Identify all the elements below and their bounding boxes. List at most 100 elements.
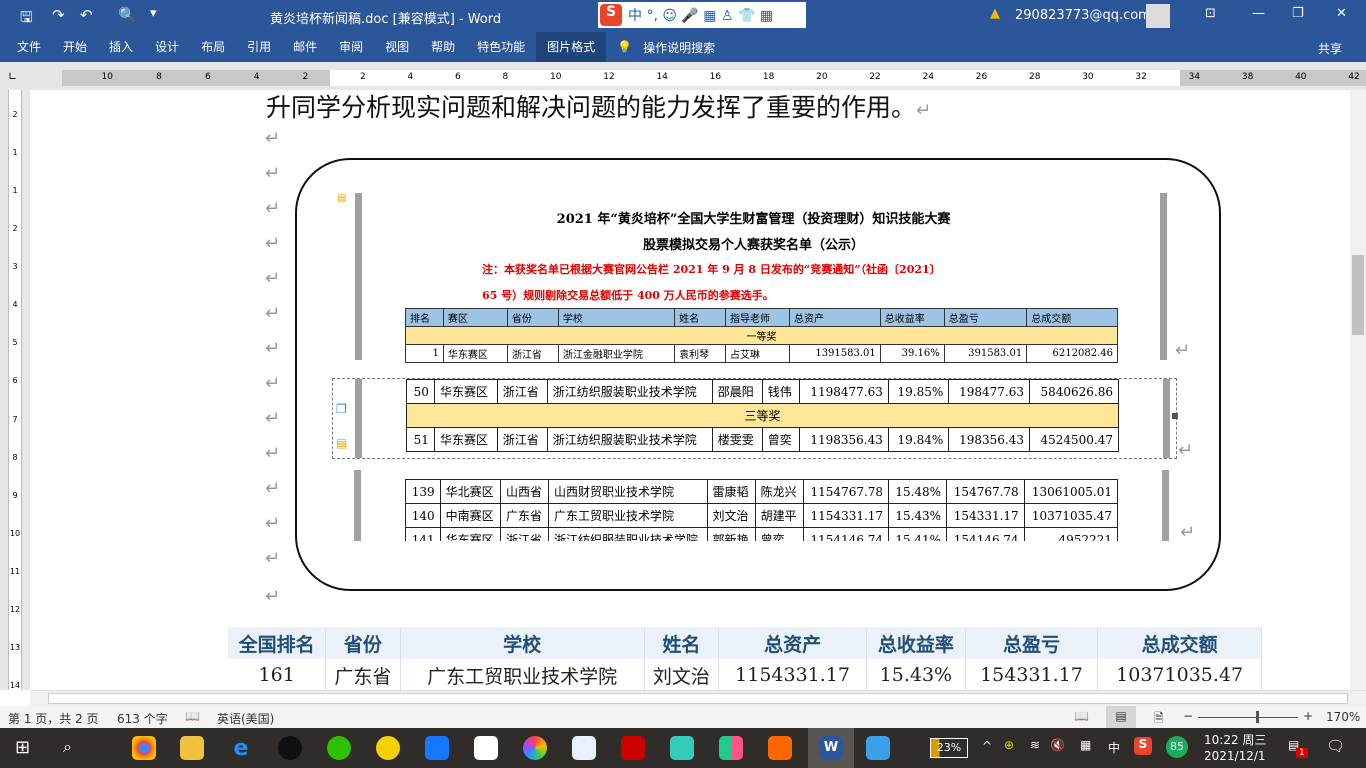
close-button[interactable]: ✕	[1336, 6, 1347, 21]
paragraph-mark: ↵	[265, 478, 281, 499]
vertical-scrollbar[interactable]	[1350, 90, 1366, 690]
notes-icon[interactable]: ▤	[1288, 738, 1300, 752]
app-icon[interactable]	[621, 736, 645, 760]
tab-file[interactable]: 文件	[17, 40, 42, 54]
word-taskbar-button[interactable]: W	[808, 728, 854, 768]
wechat-icon[interactable]	[327, 736, 351, 760]
copy-icon[interactable]: ❐	[336, 402, 347, 416]
warning-icon: ▲	[990, 6, 1000, 21]
search-icon[interactable]: ⌕	[63, 737, 72, 756]
chrome-icon[interactable]	[132, 736, 156, 760]
scrollbar-thumb[interactable]	[1352, 255, 1364, 335]
undo-icon[interactable]: ↶	[80, 6, 93, 24]
table-image-2-selected[interactable]: 50 华东赛区 浙江省 浙江纺织服装职业技术学院 邵晨阳 钱伟 1198477.63 19.8…	[332, 378, 1177, 459]
app-icon[interactable]	[425, 736, 449, 760]
ribbon-tabs: 文件 开始 插入 设计 布局 引用 邮件 审阅 视图 帮助 特色功能 图片格式 …	[0, 32, 1366, 62]
award-table: 排名 赛区 省份 学校 姓名 指导老师 总资产 总收益率 总盈亏 总成交额 一等奖 1 华东赛区 浙江…	[405, 308, 1118, 363]
tab-insert[interactable]: 插入	[109, 40, 134, 54]
ime-mode[interactable]: 中	[628, 8, 642, 24]
app-icon[interactable]	[670, 736, 694, 760]
proofing-icon[interactable]: 📖	[185, 709, 200, 723]
tab-mailings[interactable]: 邮件	[293, 40, 318, 54]
file-explorer-icon[interactable]	[180, 736, 204, 760]
app-icon[interactable]	[866, 736, 890, 760]
zoom-in-button[interactable]: +	[1303, 709, 1314, 723]
volume-muted-icon[interactable]: 🔇	[1050, 738, 1065, 752]
pdf-app-icon[interactable]	[768, 736, 792, 760]
paragraph-mark: ↵	[265, 338, 281, 359]
ruler-ticks: 2 4 6 8 10 12 14 16 18 20 22 24 26 28 30 32 34 38 40 42	[360, 72, 1360, 82]
table-image-3[interactable]: 139 华北赛区 山西省 山西财贸职业技术学院 雷康韬 陈龙兴 1154767.78 15.4…	[340, 470, 1182, 541]
language[interactable]: 英语(美国)	[217, 712, 275, 726]
page-count[interactable]: 第 1 页，共 2 页	[8, 712, 99, 726]
redo-icon[interactable]: ↷	[52, 6, 65, 24]
paragraph-mark: ↵	[1180, 522, 1196, 543]
tab-picture-format[interactable]: 图片格式	[536, 32, 607, 62]
customize-toolbar-icon[interactable]: ▾	[150, 6, 157, 21]
app-icon[interactable]	[719, 736, 743, 760]
tab-design[interactable]: 设计	[155, 40, 180, 54]
scrollbar-thumb[interactable]	[48, 693, 1348, 704]
print-preview-icon[interactable]: 🔍	[118, 6, 137, 24]
layout-options-icon[interactable]: ▤	[336, 436, 348, 450]
rounded-frame-shape[interactable]	[295, 158, 1221, 591]
ime-toolbar[interactable]: S 中 °, ☺ 🎤 ▦ ♙ 👕 ▦	[598, 2, 806, 28]
start-button[interactable]: ⊞	[15, 737, 31, 758]
web-layout-icon[interactable]: 🗎	[1154, 711, 1164, 725]
paragraph-text[interactable]: 升同学分析现实问题和解决问题的能力发挥了重要的作用。↵	[266, 93, 932, 122]
paragraph-mark: ↵	[1178, 440, 1194, 461]
clock-date[interactable]: 2021/12/1	[1204, 749, 1266, 763]
status-bar: 第 1 页，共 2 页 613 个字 📖 英语(美国) 📖 ▤ 🗎 − + 17…	[0, 706, 1366, 728]
vertical-ruler-track	[8, 90, 22, 690]
app-icon[interactable]	[523, 736, 547, 760]
table-header: 全国排名 省份 学校 姓名 总资产 总收益率 总盈亏 总成交额	[228, 627, 1262, 659]
minimize-button[interactable]: —	[1252, 6, 1265, 21]
horizontal-scrollbar[interactable]	[30, 690, 1366, 706]
wifi-icon[interactable]: ≋	[1030, 738, 1041, 752]
read-mode-icon[interactable]: 📖	[1074, 709, 1089, 723]
tab-help[interactable]: 帮助	[431, 40, 456, 54]
award-band: 一等奖	[405, 326, 1118, 345]
share-button[interactable]: 共享	[1318, 42, 1343, 56]
ribbon-display-icon[interactable]: ⊡	[1205, 6, 1216, 21]
security-badge[interactable]: 85	[1166, 736, 1188, 758]
zoom-slider-thumb[interactable]	[1256, 711, 1259, 723]
tab-view[interactable]: 视图	[385, 40, 410, 54]
ie-icon[interactable]: e	[233, 736, 249, 761]
battery-indicator[interactable]: 23%	[930, 738, 968, 758]
tab-references[interactable]: 引用	[247, 40, 272, 54]
table-row: 50 华东赛区 浙江省 浙江纺织服装职业技术学院 邵晨阳 钱伟 1198477.63 19.8…	[406, 379, 1119, 404]
keyboard-icon[interactable]: ▦	[1080, 738, 1092, 752]
input-method[interactable]: 中	[1108, 741, 1121, 755]
tab-features[interactable]: 特色功能	[477, 40, 526, 54]
zoom-slider[interactable]	[1198, 717, 1298, 718]
table-image-1[interactable]: ▤ 2021 年“黄炎培杯”全国大学生财富管理（投资理财）知识技能大赛 股票模拟…	[332, 193, 1175, 363]
app-icon[interactable]	[572, 736, 596, 760]
maximize-button[interactable]: ❐	[1292, 6, 1304, 21]
app-icon[interactable]	[376, 736, 400, 760]
show-hidden-icons[interactable]: ^	[982, 739, 993, 753]
baidu-netdisk-icon[interactable]	[474, 736, 498, 760]
zoom-level[interactable]: 170%	[1326, 710, 1361, 724]
word-count[interactable]: 613 个字	[117, 712, 168, 726]
image-title: 2021 年“黄炎培杯”全国大学生财富管理（投资理财）知识技能大赛	[556, 212, 951, 227]
tell-me-search[interactable]: 操作说明搜索	[643, 40, 716, 55]
zoom-out-button[interactable]: −	[1183, 709, 1194, 723]
paragraph-mark: ↵	[265, 408, 281, 429]
tab-selector[interactable]: ∟	[8, 70, 18, 83]
app-tray-icon[interactable]: ⊕	[1004, 738, 1015, 752]
tab-review[interactable]: 审阅	[339, 40, 364, 54]
qq-icon[interactable]	[278, 736, 302, 760]
action-center-icon[interactable]: 🗨	[1326, 737, 1346, 755]
clock-time[interactable]: 10:22 周三	[1204, 733, 1267, 747]
tab-layout[interactable]: 布局	[201, 40, 226, 54]
save-icon[interactable]: 🖫	[20, 8, 33, 26]
avatar[interactable]	[1146, 4, 1170, 28]
resize-handle[interactable]	[1172, 413, 1178, 419]
sogou-icon[interactable]: S	[1134, 737, 1152, 755]
print-layout-icon[interactable]: ▤	[1106, 706, 1136, 728]
tab-home[interactable]: 开始	[63, 40, 88, 54]
sogou-icon: S	[600, 4, 622, 26]
account-name[interactable]: 290823773@qq.com	[1015, 8, 1151, 23]
layout-options-icon[interactable]: ▤	[337, 193, 347, 204]
